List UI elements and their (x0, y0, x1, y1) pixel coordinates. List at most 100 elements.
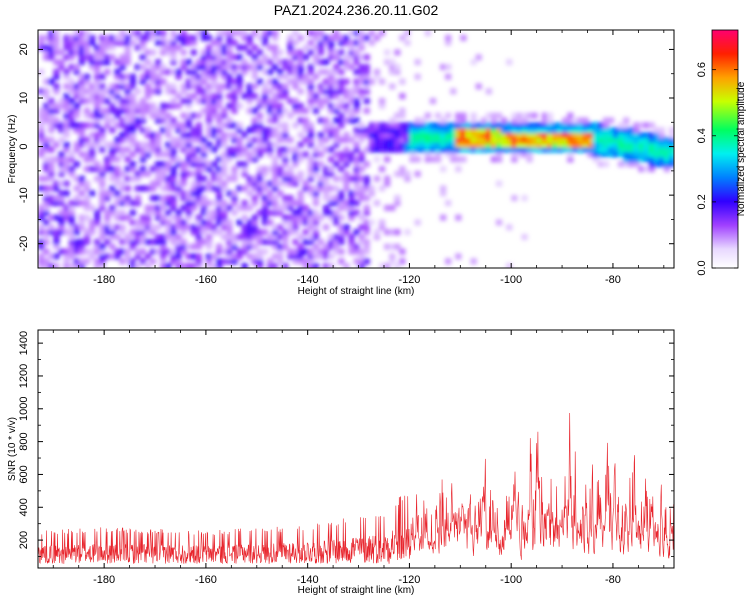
spectrogram-cell (216, 185, 223, 192)
spectrogram-cell (165, 195, 172, 202)
spectrogram-cell (297, 78, 304, 85)
spectrogram-cell (485, 88, 492, 95)
spectrogram-cell (119, 54, 126, 61)
spectrogram-cell (470, 136, 477, 143)
spectrogram-cell (343, 161, 350, 168)
spectrogram-cell (317, 68, 325, 75)
spectrogram-cell (221, 209, 228, 216)
spectrogram-cell (358, 54, 365, 61)
spectrogram-cell (572, 136, 579, 143)
spectrogram-cell (134, 200, 141, 207)
spectrogram-cell (119, 248, 126, 255)
spectrogram-x-tick-label: -80 (605, 274, 621, 286)
spectrogram-cell (287, 112, 294, 119)
spectrogram-cell (322, 253, 330, 260)
spectrogram-cell (175, 127, 182, 134)
spectrogram-cell (633, 141, 640, 148)
spectrogram-cell (328, 170, 335, 177)
spectrogram-cell (445, 151, 452, 158)
spectrogram-cell (668, 141, 674, 148)
spectrogram-cell (129, 166, 136, 173)
spectrogram-cell (287, 68, 294, 75)
spectrogram-cell (53, 156, 60, 163)
spectrogram-cell (144, 73, 152, 80)
spectrogram-cell (633, 127, 640, 134)
spectrogram-cell (333, 136, 340, 143)
spectrogram-cell (129, 141, 136, 148)
spectrogram-cell (272, 30, 279, 37)
spectrogram-cell (338, 59, 345, 66)
snr-y-label: SNR (10 * v/v) (7, 417, 18, 481)
spectrogram-cell (241, 248, 248, 255)
spectrogram-cell (348, 200, 355, 207)
spectrogram-cell (63, 44, 70, 51)
spectrogram-cell (94, 59, 101, 66)
spectrogram-cell (328, 54, 335, 61)
spectrogram-cell (236, 136, 243, 143)
spectrogram-cell (190, 73, 197, 80)
spectrogram-cell (287, 253, 294, 260)
spectrogram-cell (272, 170, 279, 177)
spectrogram-cell (292, 229, 299, 236)
spectrogram-cell (267, 258, 274, 265)
spectrogram-cell (63, 248, 70, 255)
spectrogram-cell (256, 180, 264, 187)
spectrogram-cell (139, 170, 147, 177)
spectrogram-cell (155, 175, 162, 182)
spectrogram-cell (378, 102, 386, 109)
spectrogram-cell (231, 98, 238, 105)
spectrogram-cell (256, 209, 264, 216)
spectrogram-cell (322, 166, 330, 173)
spectrogram-cell (211, 39, 218, 46)
spectrogram-cell (328, 39, 335, 46)
spectrogram-cell (434, 127, 442, 134)
spectrogram-cell (185, 78, 192, 85)
spectrogram-cell (211, 78, 218, 85)
spectrogram-cell (124, 253, 131, 260)
spectrogram-cell (399, 34, 406, 41)
spectrogram-cell (292, 107, 299, 114)
spectrogram-cell (185, 243, 192, 250)
spectrogram-cell (404, 229, 411, 236)
spectrogram-cell (43, 229, 50, 236)
spectrogram-cell (363, 98, 370, 105)
spectrogram-cell (48, 112, 55, 119)
spectrogram-cell (195, 190, 202, 197)
spectrogram-cell (78, 200, 85, 207)
spectrogram-cell (129, 263, 136, 268)
spectrogram-cell (124, 54, 131, 61)
spectrogram-cell (63, 214, 70, 221)
spectrogram-cell (312, 229, 320, 236)
spectrogram-cell (663, 136, 671, 143)
spectrogram-cell (155, 78, 162, 85)
spectrogram-cell (216, 248, 223, 255)
spectrogram-cell (109, 39, 116, 46)
spectrogram-cell (155, 83, 162, 90)
spectrogram-cell (205, 219, 213, 226)
spectrogram-cell (623, 161, 630, 168)
spectrogram-cell (241, 200, 248, 207)
spectrogram-cell (302, 136, 309, 143)
spectrogram-cell (440, 132, 447, 139)
spectrogram-cell (241, 234, 248, 241)
spectrogram-cell (175, 238, 182, 245)
spectrogram-cell (175, 161, 182, 168)
spectrogram-cell (73, 68, 80, 75)
spectrogram-cell (363, 83, 370, 90)
spectrogram-cell (83, 49, 91, 56)
spectrogram-cell (185, 83, 192, 90)
spectrogram-cell (236, 253, 243, 260)
spectrogram-cell (267, 132, 274, 139)
spectrogram-cell (211, 209, 218, 216)
colorbar-tick-label: 0.2 (696, 194, 708, 209)
spectrogram-cell (322, 146, 330, 153)
spectrogram-cell (185, 224, 192, 231)
spectrogram-cell (185, 34, 192, 41)
spectrogram-cell (384, 141, 391, 148)
spectrogram-cell (312, 146, 320, 153)
spectrogram-cell (43, 190, 50, 197)
spectrogram-cell (338, 258, 345, 265)
spectrogram-cell (322, 136, 330, 143)
spectrogram-cell (226, 34, 233, 41)
spectrogram-cell (267, 112, 274, 119)
